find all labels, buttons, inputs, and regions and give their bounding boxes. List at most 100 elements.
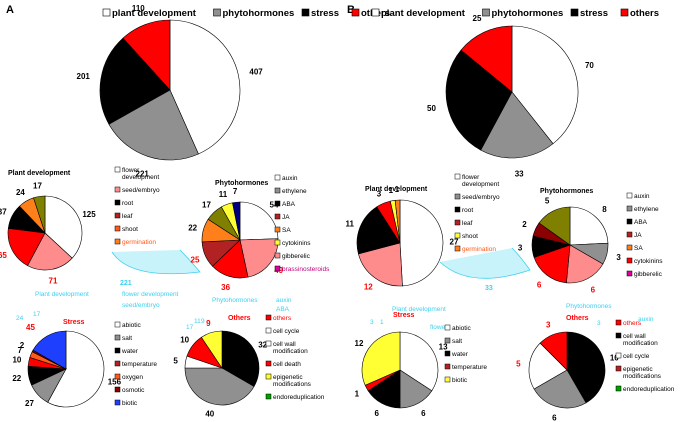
legend-a-others-label-cell-death: cell death	[273, 361, 301, 368]
pie-b-others-value-epigenetic-modifications: 5	[516, 360, 521, 369]
legend-b-plant-label-germination: germination	[462, 246, 496, 253]
pie-a-stress-slice-biotic	[32, 330, 67, 370]
pie-b-others-slice-epigenetic-modifications	[528, 342, 568, 390]
pie-a-phyto-title: Phytohormones	[215, 180, 268, 187]
legend-a-plant-swatch-germination	[114, 238, 121, 245]
legend-a-stress-label-biotic: biotic	[122, 400, 138, 407]
ghost-A-item-10: 9	[201, 318, 205, 325]
pie-b-others-slice-cell-wall-modification	[566, 331, 606, 404]
legend-b-others-swatch-others	[615, 319, 622, 326]
pie-legends: flower development seed/embryo root leaf shoo…	[114, 166, 675, 407]
legend-b-stress-label-salt: salt	[452, 338, 462, 345]
toplegend-B-swatch-others	[620, 8, 629, 17]
pie-a-others-value-endoreduplication: 9	[206, 319, 211, 328]
pie-b-stress-value-biotic: 12	[355, 339, 364, 348]
legend-b-others-label-cell-cycle: cell cycle	[623, 353, 650, 360]
legend-b-others-label-endoreduplication: endoreduplication	[623, 386, 675, 393]
legend-a-stress-label-temperature: temperature	[122, 361, 157, 368]
legend-a-stress-swatch-water	[114, 347, 121, 354]
pie-a-phyto: 544936252217117Phytohormones	[188, 180, 283, 292]
pie-a-plant-slice-flower-development	[44, 195, 83, 259]
pie-b-others-slice-cell-cycle	[533, 369, 587, 409]
legend-b-plant-swatch-flower-development	[454, 173, 461, 180]
ghost-A-item-0: Plant development	[35, 291, 89, 298]
pie-a-stress-value-water: 22	[12, 374, 21, 383]
legend-b-stress-swatch-temperature	[444, 363, 451, 370]
pie-b-stress-value-water: 6	[374, 409, 379, 418]
pie-a-main-value-others: 110	[132, 4, 145, 13]
legend-a-stress-label-salt: salt	[122, 335, 132, 342]
legend-a-stress: abiotic salt water temperature oxygen osmotic…	[114, 321, 157, 407]
legend-b-phyto-label-aba: ABA	[634, 219, 648, 226]
legend-a-plant-label-seed-embryo: seed/embryo	[122, 187, 160, 194]
legend-b-phyto-label-ethylene: ethylene	[634, 206, 659, 213]
legend-a-stress-label-water: water	[121, 348, 139, 355]
pie-a-plant-slice-root	[7, 228, 46, 267]
pie-a-others-slice-endoreduplication	[201, 330, 223, 369]
panel-label-a: A	[6, 4, 14, 16]
toplegend-B-swatch-phytohormones	[482, 8, 490, 17]
toplegend-B-swatch-plant-development	[371, 8, 380, 17]
pie-b-main-value-stress: 50	[427, 104, 436, 113]
legend-a-phyto-label-auxin: auxin	[282, 175, 298, 182]
pie-a-others-slice-cell-wall-modification	[221, 330, 260, 387]
legend-a-phyto-label-aba: ABA	[282, 201, 296, 208]
toplegend-B-label-stress: stress	[580, 8, 608, 19]
pie-a-plant-slice-seed-embryo	[27, 232, 73, 271]
legend-b-stress-label-water: water	[451, 351, 469, 358]
pie-b-stress-value-salt: 6	[421, 409, 426, 418]
legend-b-plant-swatch-leaf	[454, 219, 461, 226]
toplegend-A-label-stress: stress	[311, 8, 339, 19]
b-others-red-label: Others	[566, 315, 589, 322]
pie-a-plant-value-leaf: 37	[0, 207, 7, 216]
toplegend-A-swatch-plant-development	[102, 8, 111, 17]
pie-b-plant-value-germination: 1	[395, 185, 400, 194]
ghost-B-item-4: Phytohormones	[566, 303, 612, 310]
ghost-A-item-1: flower development	[122, 291, 179, 298]
legend-a-others-label-others: others	[273, 315, 292, 322]
legend-a-plant-label-germination: germination	[122, 239, 156, 246]
legend-b-phyto-swatch-ethylene	[626, 205, 633, 212]
pie-b-others-slice-endoreduplication	[539, 331, 568, 371]
legend-a-phyto-swatch-auxin	[274, 174, 281, 181]
toplegend-A-swatch-others	[351, 8, 360, 17]
pie-b-plant-slice-seed-embryo	[358, 242, 403, 287]
legend-a-stress-swatch-abiotic	[114, 321, 121, 328]
legend-b-plant-swatch-shoot	[454, 232, 461, 239]
legend-b-plant-label-leaf: leaf	[462, 220, 473, 227]
pie-a-others-value-cell-wall-modification: 32	[258, 341, 267, 350]
ghost-A-item-2: seed/embryo	[122, 302, 160, 309]
legend-a-phyto-label-gibberelic: gibberelic	[282, 253, 311, 260]
ghost-B-item-1: flower	[430, 324, 448, 331]
legend-b-phyto: auxin ethylene ABA JA SA cytokinins gibberelic	[626, 192, 663, 278]
ghost-A-item-3: 24	[16, 315, 24, 322]
ghost-labels-a: Plant development flower development seed/…	[16, 291, 292, 331]
pie-a-phyto-value-ja: 25	[191, 255, 200, 264]
legend-a-others-swatch-endoreduplication	[265, 393, 272, 400]
legend-b-stress-label-biotic: biotic	[452, 377, 468, 384]
legend-a-others-label-cell-wall-modification: cell wall modification	[273, 341, 308, 355]
legend-a-stress-swatch-temperature	[114, 360, 121, 367]
legend-b-stress-label-temperature: temperature	[452, 364, 487, 371]
legend-a-others-label-epigenetic-modifications: epigenetic modifications	[273, 374, 312, 388]
legend-a-phyto-label-brassinosteroids: brassinosteroids	[282, 266, 330, 273]
phyto-total-b: 33	[485, 285, 493, 292]
legend-b-phyto-swatch-sa	[626, 244, 633, 251]
legend-a-stress-label-osmotic: osmotic	[122, 387, 145, 394]
pie-a-stress-slice-abiotic	[47, 330, 105, 408]
pie-a-phyto-slice-auxin	[239, 201, 279, 241]
pie-a-plant-slice-germination	[33, 195, 46, 234]
legend-a-phyto-swatch-aba	[274, 200, 281, 207]
legend-b-plant-label-root: root	[462, 207, 473, 214]
legend-a-stress-label-abiotic: abiotic	[122, 322, 142, 329]
pie-b-phyto-value-sa: 3	[518, 243, 523, 252]
ghost-A-item-6: auxin	[276, 297, 292, 304]
legend-b-phyto-label-auxin: auxin	[634, 193, 650, 200]
ghost-B-item-3: 1	[380, 319, 384, 326]
toplegend-A-swatch-stress	[301, 8, 310, 17]
pie-b-phyto: 8 3 6 6 3 2 5 Phytohormones	[518, 188, 622, 294]
legend-a-phyto-swatch-sa	[274, 226, 281, 233]
